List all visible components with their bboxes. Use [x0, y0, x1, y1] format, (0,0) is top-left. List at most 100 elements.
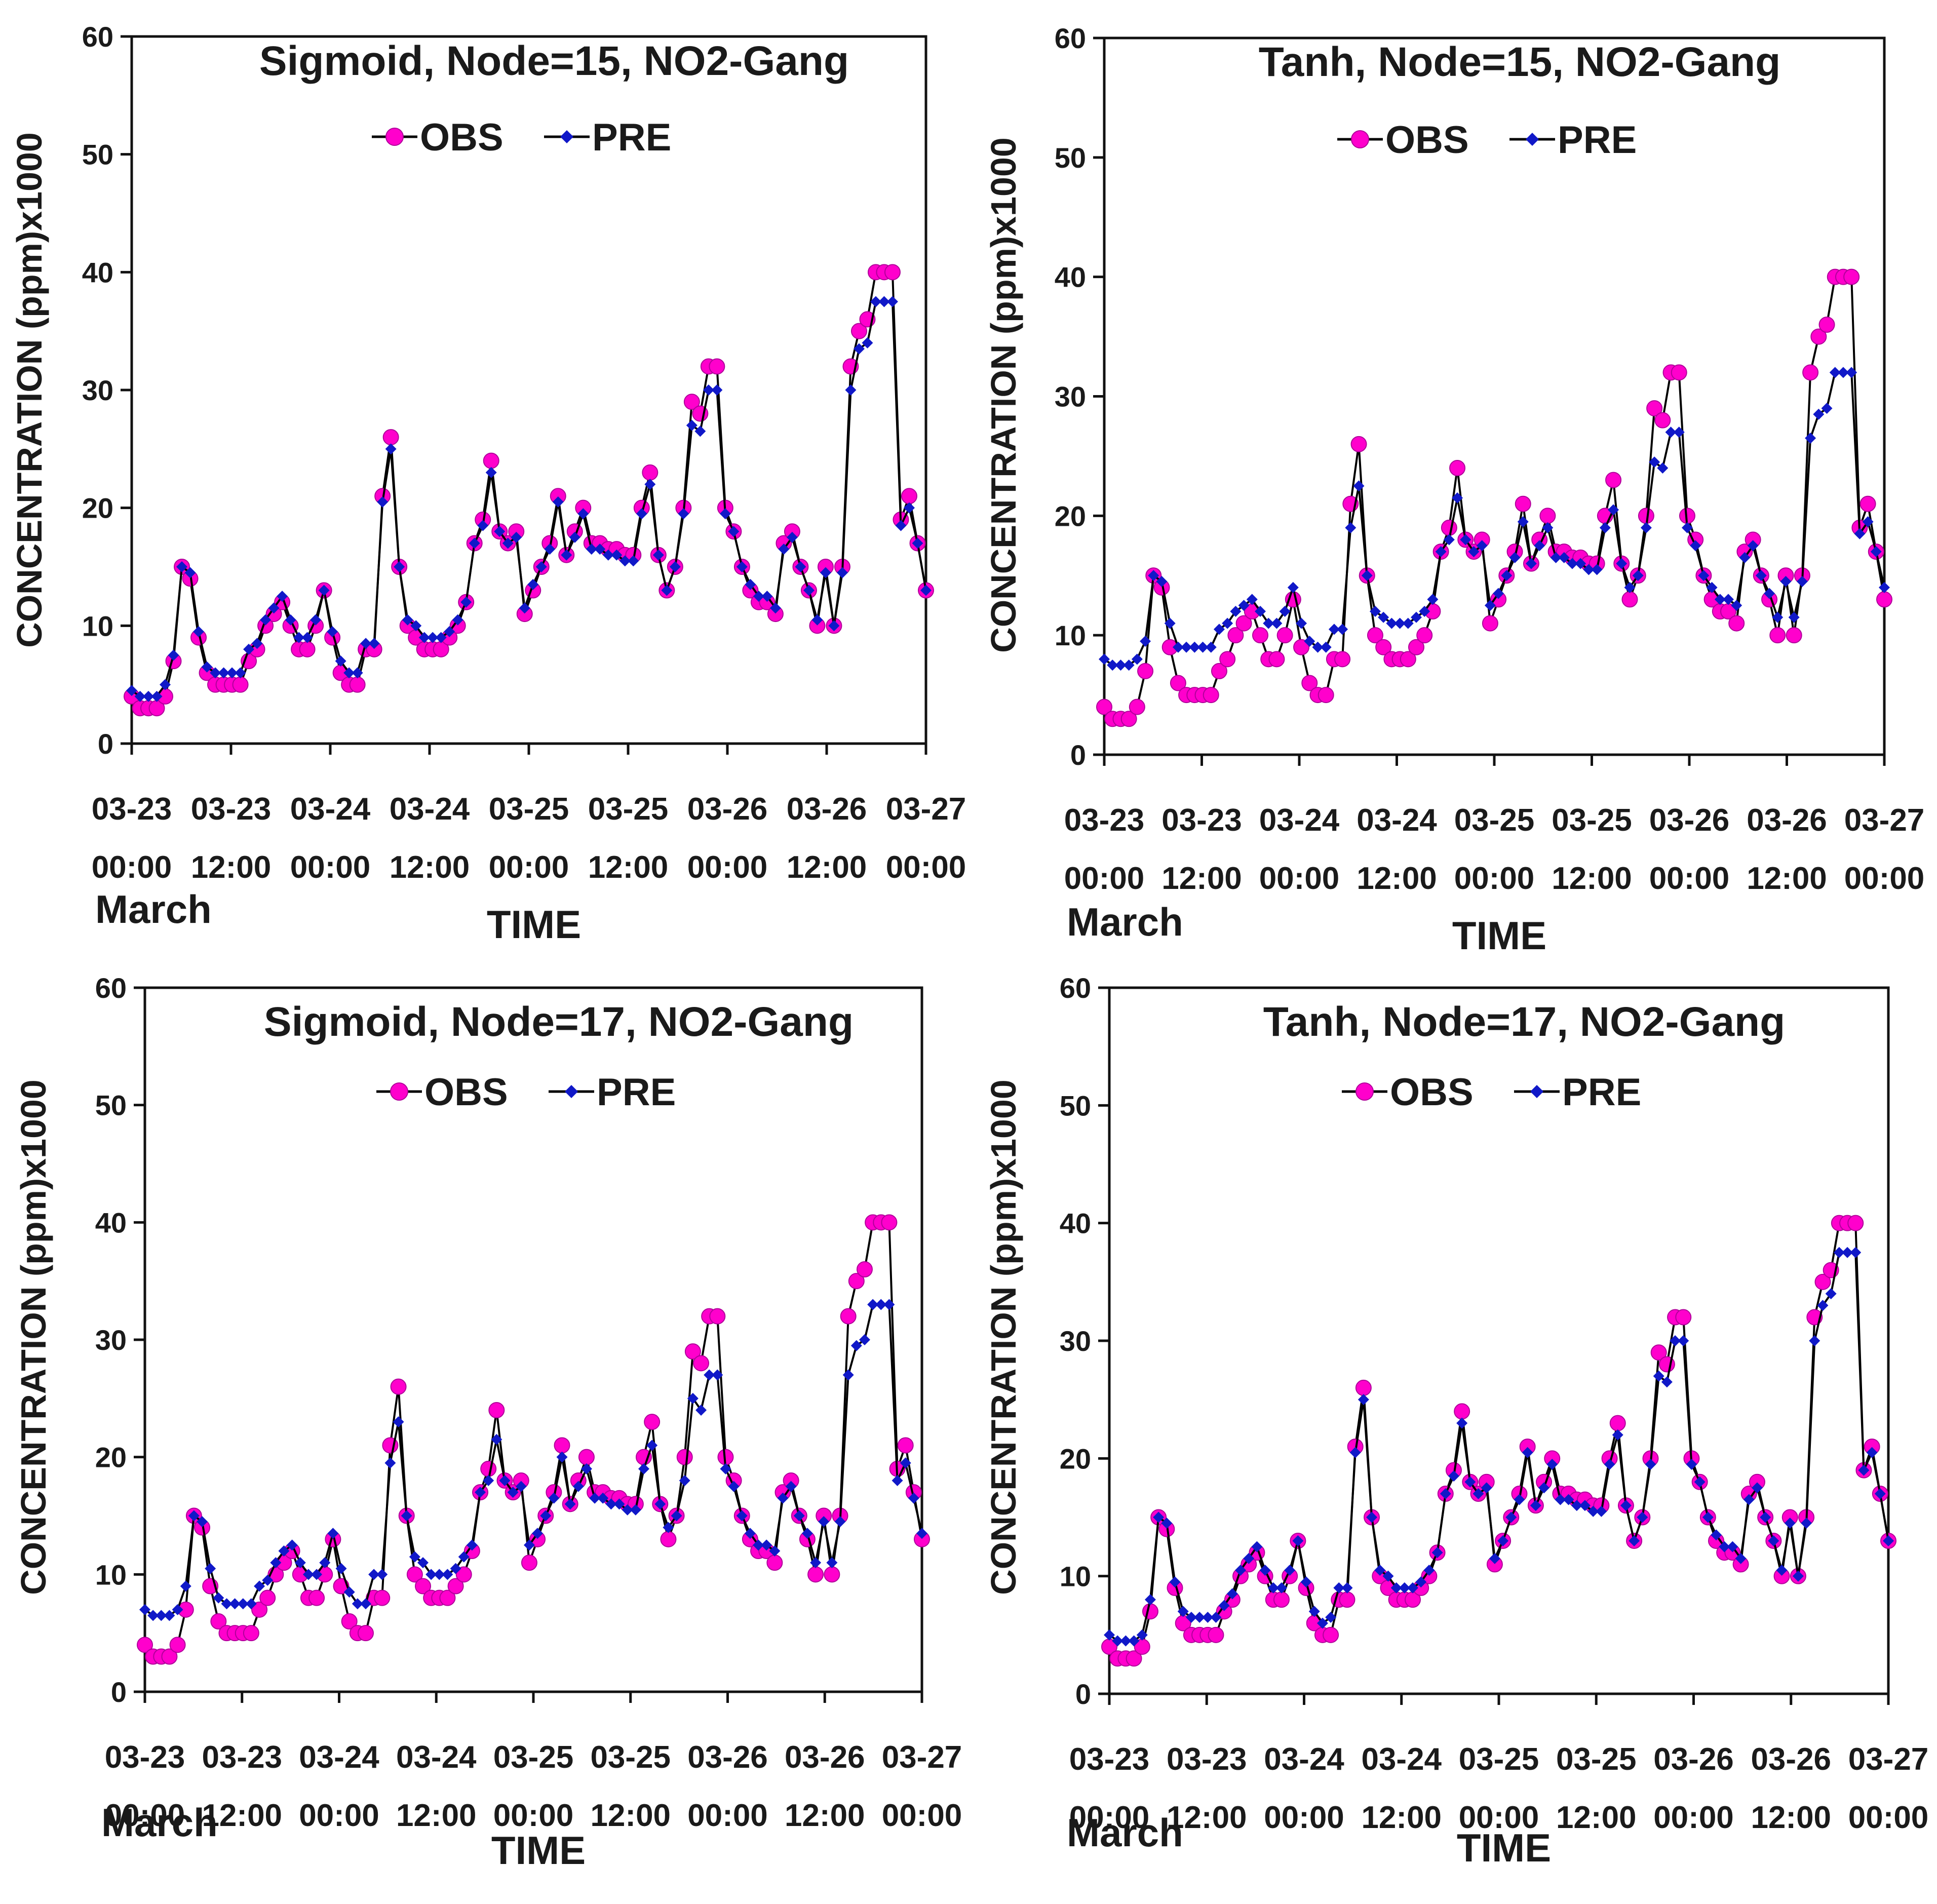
data-point-obs	[1441, 519, 1457, 536]
data-point-pre	[1739, 552, 1751, 563]
data-point-pre	[1760, 1511, 1771, 1523]
x-tick-label-date: 03-27	[882, 1740, 962, 1775]
data-point-pre	[360, 638, 372, 649]
data-point-pre	[895, 520, 907, 531]
data-point-pre	[245, 1598, 257, 1610]
data-point-pre	[594, 543, 606, 555]
x-tick-label-date: 03-26	[787, 792, 867, 827]
data-point-obs	[1605, 472, 1622, 488]
data-point-pre	[1514, 1494, 1525, 1505]
x-tick-label-time: 00:00	[290, 850, 371, 885]
data-point-pre	[458, 1551, 470, 1563]
data-point-pre	[1374, 1565, 1386, 1576]
data-point-pre	[511, 531, 522, 543]
legend-label-pre: PRE	[1558, 119, 1637, 162]
data-point-pre	[425, 1569, 437, 1580]
data-point-obs	[1675, 1309, 1692, 1326]
data-point-pre	[1148, 570, 1159, 581]
data-point-pre	[1415, 1576, 1427, 1588]
data-point-pre	[1530, 1500, 1541, 1511]
x-tick-label-date: 03-24	[1361, 1742, 1442, 1777]
x-tick-label-time: 12:00	[1161, 861, 1242, 896]
y-tick-label: 60	[82, 21, 113, 53]
x-tick-label-date: 03-25	[590, 1740, 671, 1775]
data-point-pre	[1854, 528, 1866, 539]
x-tick-label-time: 00:00	[1259, 861, 1340, 896]
x-tick-label-time: 00:00	[1649, 861, 1730, 896]
data-point-obs	[210, 1613, 227, 1629]
data-point-pre	[1427, 594, 1439, 605]
data-point-pre	[1591, 564, 1603, 575]
x-tick-label-time: 00:00	[299, 1798, 379, 1833]
data-point-pre	[1378, 611, 1389, 623]
data-point-pre	[172, 1604, 183, 1615]
data-point-pre	[335, 1563, 347, 1574]
data-point-pre	[1153, 1511, 1165, 1523]
data-point-pre	[556, 1451, 568, 1463]
data-point-obs	[1646, 400, 1663, 417]
data-point-pre	[1747, 540, 1759, 552]
data-point-pre	[1620, 1500, 1632, 1511]
data-point-pre	[613, 1498, 625, 1510]
month-label: March	[101, 1800, 218, 1845]
data-point-pre	[1755, 570, 1767, 581]
data-point-pre	[1714, 594, 1726, 605]
legend-marker-obs	[390, 1082, 408, 1101]
data-point-obs	[349, 676, 366, 693]
data-point-pre	[810, 1557, 822, 1569]
data-point-pre	[785, 1481, 797, 1492]
data-point-pre	[1792, 1570, 1804, 1582]
legend-marker-pre	[1526, 133, 1539, 146]
legend-label-pre: PRE	[592, 116, 671, 159]
data-point-pre	[205, 1563, 216, 1574]
data-point-obs	[1876, 591, 1892, 608]
data-point-obs	[1859, 495, 1876, 512]
data-point-pre	[1197, 641, 1209, 653]
x-tick-label-time: 12:00	[1167, 1800, 1247, 1835]
data-point-pre	[213, 1592, 224, 1604]
data-point-obs	[850, 323, 867, 339]
data-point-pre	[1596, 1505, 1607, 1517]
series-pre	[126, 296, 932, 702]
data-point-pre	[1637, 1511, 1648, 1523]
data-point-pre	[870, 296, 881, 307]
data-point-pre	[786, 531, 798, 543]
data-point-pre	[368, 638, 380, 649]
x-tick-label-time: 00:00	[1459, 1800, 1539, 1835]
data-point-pre	[483, 1475, 494, 1486]
data-point-pre	[1751, 1482, 1763, 1494]
data-point-pre	[753, 1539, 764, 1551]
data-point-obs	[766, 1555, 783, 1571]
series-line-obs	[144, 1221, 923, 1658]
data-point-pre	[270, 1557, 282, 1569]
data-point-pre	[753, 591, 764, 602]
legend-marker-pre	[1530, 1085, 1543, 1098]
x-tick-label-date: 03-23	[1161, 803, 1242, 838]
data-point-pre	[853, 343, 865, 355]
legend-marker-pre	[560, 130, 573, 143]
data-point-pre	[1460, 534, 1471, 546]
data-point-pre	[736, 561, 748, 572]
x-tick-label-time: 00:00	[882, 1798, 962, 1833]
data-point-obs	[1416, 627, 1433, 644]
x-tick-label-date: 03-24	[290, 792, 371, 827]
series-obs	[1101, 1215, 1896, 1667]
data-point-pre	[1210, 1611, 1222, 1623]
data-point-obs	[856, 1261, 873, 1277]
chart-title: Sigmoid, Node=15, NO2-Gang	[259, 38, 849, 84]
data-point-pre	[1407, 1582, 1419, 1594]
data-point-pre	[151, 690, 163, 702]
data-point-pre	[294, 1557, 306, 1569]
chart-title: Tanh, Node=15, NO2-Gang	[1259, 39, 1781, 85]
data-point-pre	[1879, 581, 1890, 593]
data-point-pre	[1678, 1335, 1689, 1346]
data-point-pre	[644, 479, 656, 490]
data-point-obs	[1671, 364, 1687, 381]
data-point-obs	[390, 1378, 407, 1395]
legend-marker-obs	[1355, 1082, 1374, 1101]
data-point-pre	[1604, 1458, 1615, 1470]
data-point-pre	[686, 419, 698, 431]
y-tick-label: 10	[95, 1559, 127, 1590]
data-point-obs	[251, 1601, 268, 1618]
